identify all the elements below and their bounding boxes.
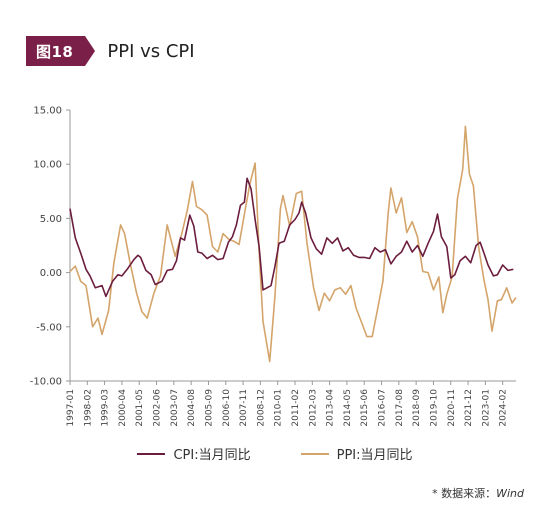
x-tick-label: 2003-07 xyxy=(170,389,180,427)
x-tick-label: 2012-03 xyxy=(308,389,318,427)
data-source-note: * 数据来源：Wind xyxy=(432,485,524,501)
y-tick-label: -5.00 xyxy=(36,322,62,333)
x-tick-label: 2000-04 xyxy=(118,389,128,427)
figure-number-badge: 图18 xyxy=(26,36,96,66)
y-tick-label: 0.00 xyxy=(40,268,62,279)
x-tick-label: 2021-12 xyxy=(464,389,474,427)
x-tick-label: 1998-02 xyxy=(83,389,93,427)
x-tick-label: 1997-01 xyxy=(66,389,76,427)
legend-item-cpi: CPI:当月同比 xyxy=(137,444,251,463)
legend-label-cpi: CPI:当月同比 xyxy=(173,448,251,463)
x-tick-label: 2014-05 xyxy=(343,389,353,427)
x-tick-label: 2007-11 xyxy=(239,389,249,427)
figure-header: 图18 PPI vs CPI xyxy=(26,36,195,66)
chart-title: PPI vs CPI xyxy=(107,40,195,62)
chart-series-lines xyxy=(69,125,517,363)
x-tick-label: 2019-10 xyxy=(429,389,439,427)
legend-item-ppi: PPI:当月同比 xyxy=(300,444,413,463)
y-tick-label: -10.00 xyxy=(30,377,62,388)
x-tick-label: 2020-11 xyxy=(447,389,457,427)
x-tick-label: 2011-02 xyxy=(291,389,301,427)
x-tick-label: 2013-04 xyxy=(326,389,336,427)
x-tick-label: 2005-09 xyxy=(204,389,214,427)
x-tick-label: 2004-08 xyxy=(187,389,197,427)
x-tick-label: 2024-02 xyxy=(499,389,509,427)
chart-axes: 15.00 10.00 5.00 0.00 -5.00 -10.00 1997-01 1998… xyxy=(30,106,516,427)
chart-legend: CPI:当月同比 PPI:当月同比 xyxy=(0,444,550,463)
ppi-series-line xyxy=(69,125,517,363)
y-tick-label: 10.00 xyxy=(33,160,62,171)
source-prefix: * 数据来源： xyxy=(432,487,497,500)
x-tick-label: 2010-01 xyxy=(274,389,284,427)
x-tick-label: 2006-10 xyxy=(222,389,232,427)
y-tick-label: 5.00 xyxy=(40,214,62,225)
x-tick-label: 1999-03 xyxy=(101,389,111,427)
y-tick-label: 15.00 xyxy=(33,106,62,117)
x-tick-label: 2018-09 xyxy=(412,389,422,427)
legend-label-ppi: PPI:当月同比 xyxy=(336,448,413,463)
x-tick-label: 2016-07 xyxy=(378,389,388,427)
x-tick-label: 2001-05 xyxy=(135,389,145,427)
legend-swatch-cpi xyxy=(137,452,166,455)
x-tick-label: 2008-12 xyxy=(256,389,266,427)
x-tick-label: 2017-08 xyxy=(395,389,405,427)
x-tick-label: 2023-01 xyxy=(481,389,491,427)
cpi-series-line xyxy=(69,177,514,298)
x-tick-label: 2015-06 xyxy=(360,389,370,427)
source-name: Wind xyxy=(496,487,524,500)
x-tick-label: 2002-06 xyxy=(153,389,163,427)
legend-swatch-ppi xyxy=(300,452,329,455)
